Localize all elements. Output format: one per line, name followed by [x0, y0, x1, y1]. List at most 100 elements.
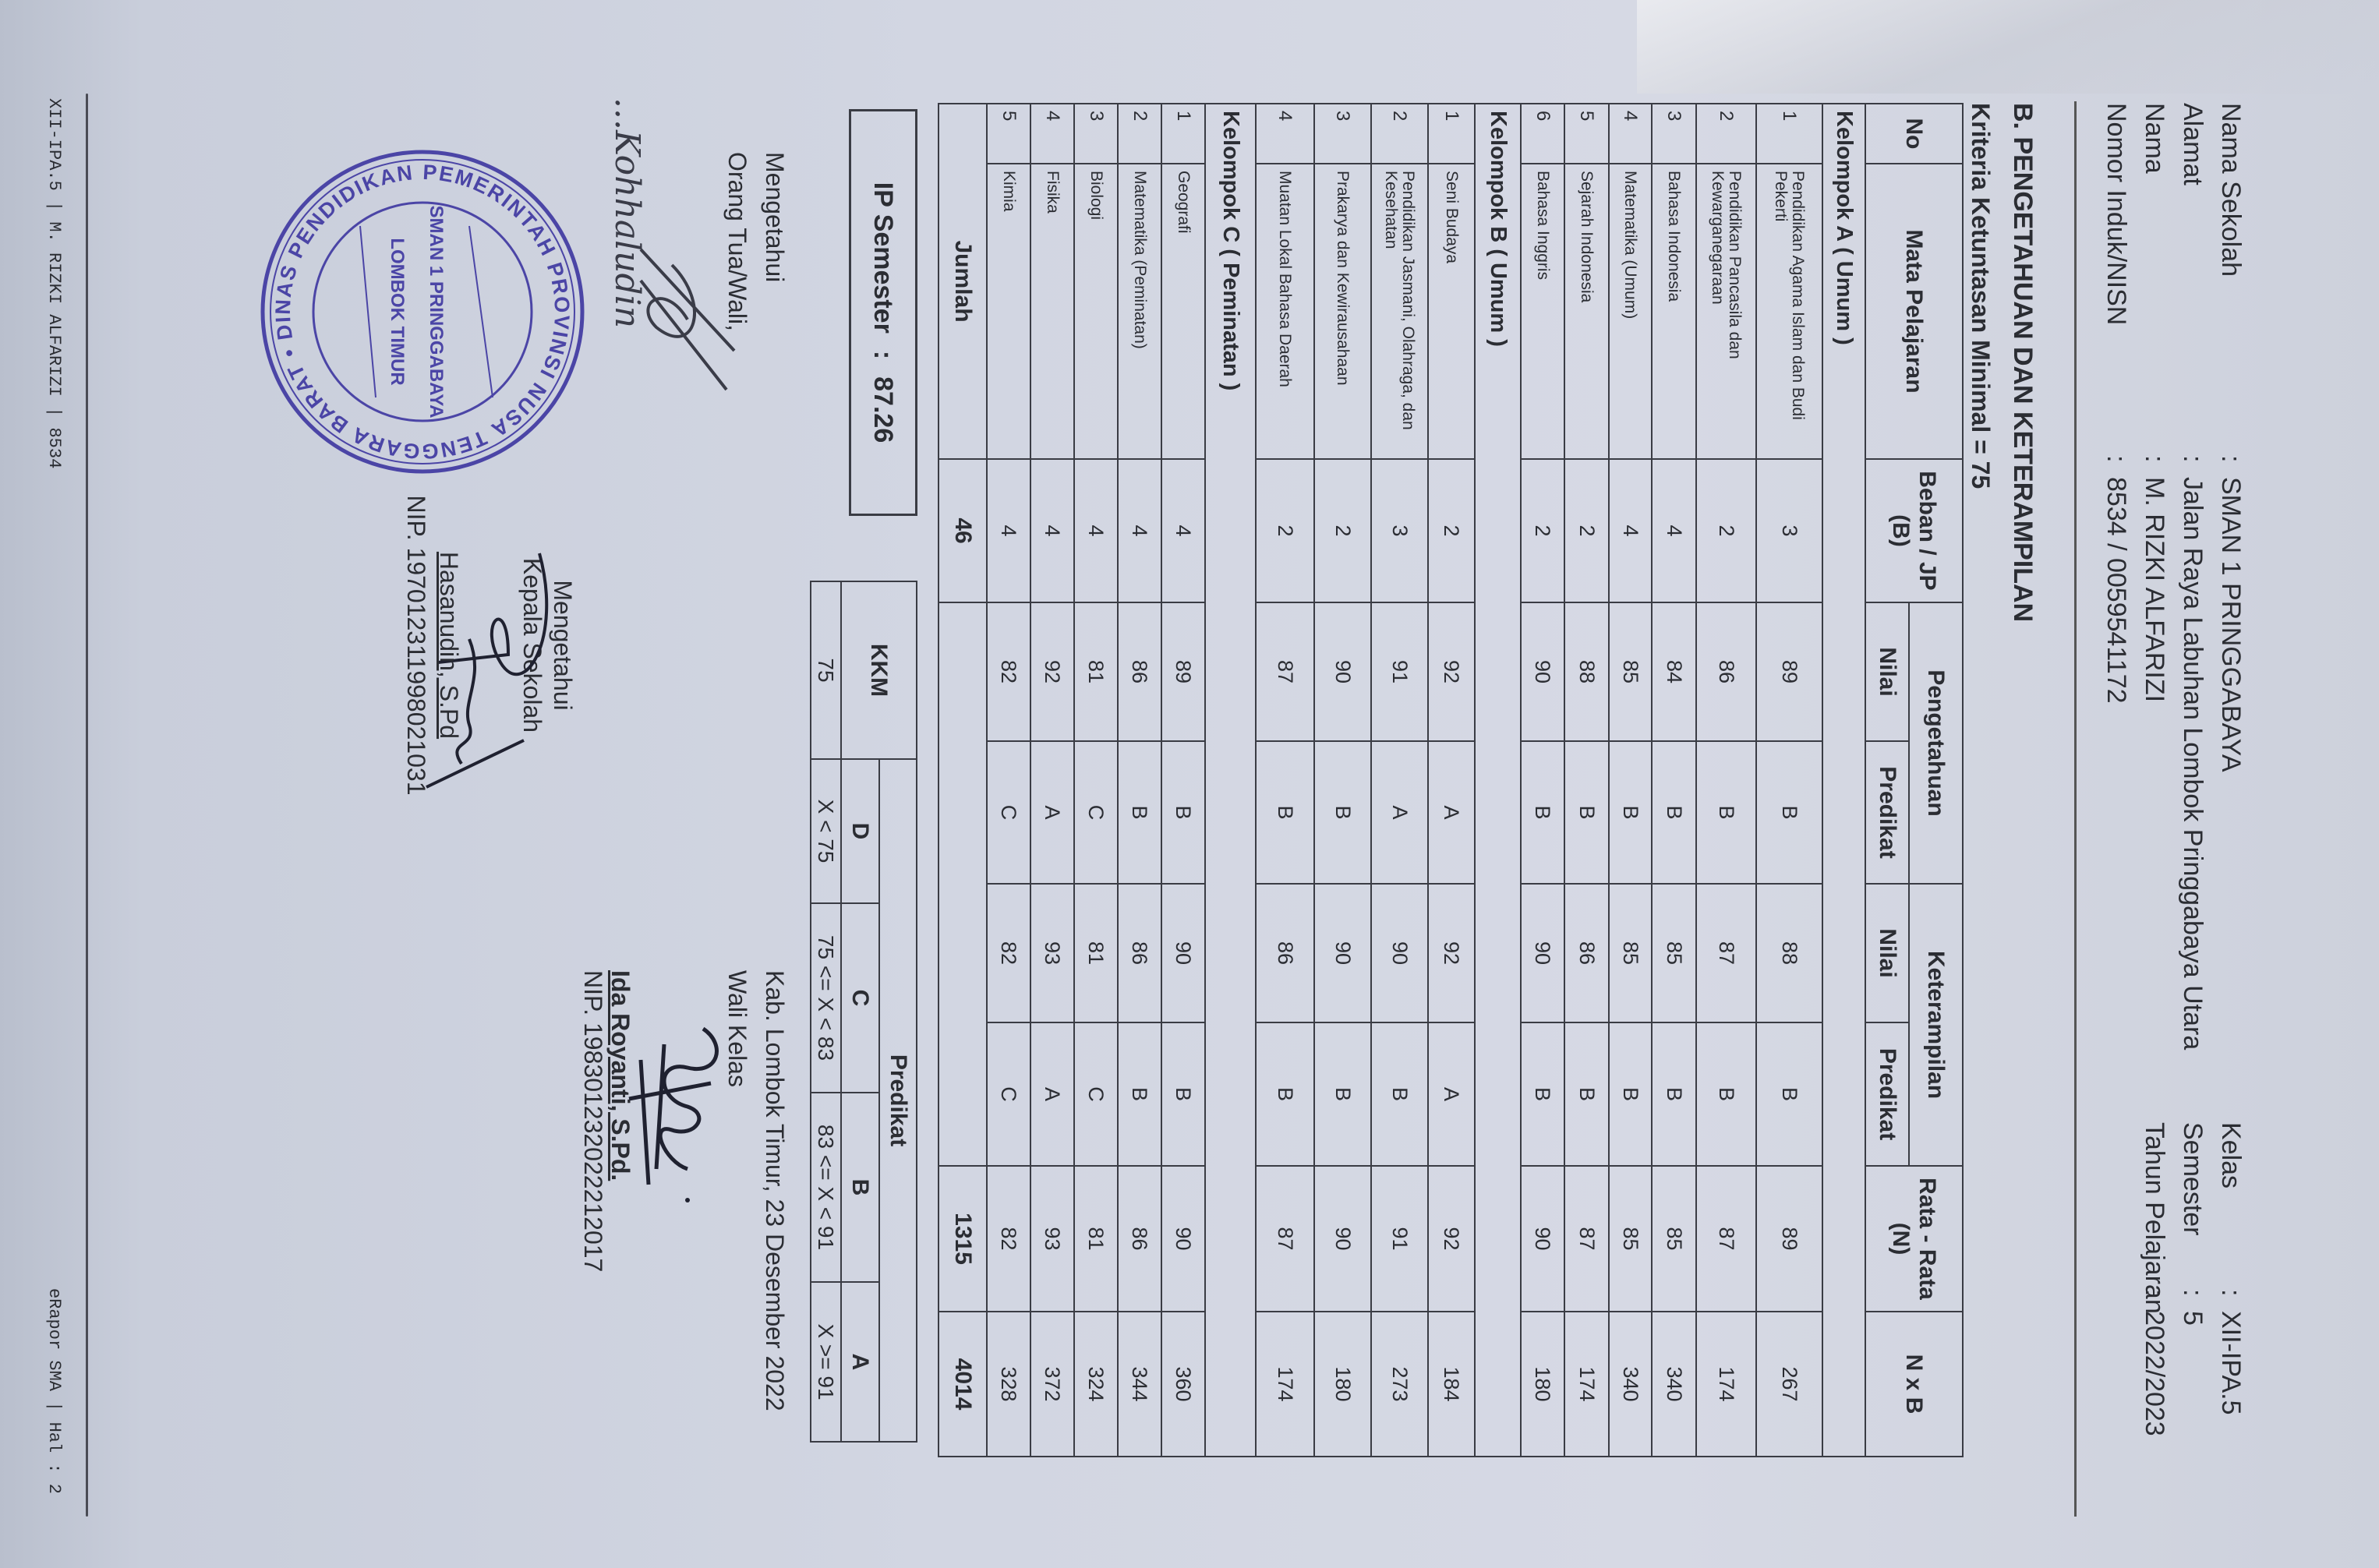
load-jp: 2 — [1256, 459, 1314, 602]
skills-value: 90 — [1521, 884, 1564, 1022]
average-value: 90 — [1314, 1166, 1371, 1312]
skills-predicate: B — [1314, 1022, 1371, 1167]
skills-predicate: B — [1564, 1022, 1609, 1167]
label-year: Tahun Pelajaran — [2140, 1122, 2169, 1314]
header-load: Beban / JP (B) — [1865, 459, 1963, 602]
value-nisn: 8534 / 0059541172 — [2102, 477, 2131, 704]
footer-right: eRapor SMA | Hal : 2 — [44, 1287, 64, 1494]
knowledge-value: 86 — [1696, 602, 1756, 741]
average-value: 87 — [1564, 1166, 1609, 1312]
skills-predicate: B — [1118, 1022, 1161, 1167]
parent-signature-icon — [639, 248, 736, 391]
header-knowledge-value: Nilai — [1865, 602, 1909, 741]
average-value: 89 — [1756, 1166, 1822, 1312]
load-jp: 2 — [1521, 459, 1564, 602]
knowledge-value: 92 — [1428, 602, 1475, 741]
average-value: 81 — [1074, 1166, 1118, 1312]
table-row: 5 Sejarah Indonesia 2 88 B 86 B 87 174 — [1564, 104, 1609, 1457]
header-skills: Keterampilan — [1909, 884, 1963, 1167]
subject-name: Seni Budaya — [1428, 164, 1475, 459]
row-number: 5 — [987, 104, 1030, 164]
skills-predicate: A — [1030, 1022, 1074, 1167]
load-jp: 4 — [1074, 459, 1118, 602]
row-number: 4 — [1609, 104, 1652, 164]
ip-semester-box: IP Semester : 87.26 — [849, 109, 917, 516]
colon: : — [2102, 455, 2131, 463]
grade-a: A — [841, 1282, 879, 1443]
knowledge-predicate: B — [1521, 741, 1564, 884]
nxb-value: 340 — [1652, 1312, 1696, 1457]
ip-semester-label: IP Semester — [868, 182, 899, 334]
knowledge-predicate: B — [1118, 741, 1161, 884]
predikat-label: Predikat — [879, 759, 917, 1443]
colon: : — [868, 350, 899, 360]
knowledge-value: 87 — [1256, 602, 1314, 741]
label-semester: Semester — [2178, 1122, 2208, 1236]
nxb-value: 184 — [1428, 1312, 1475, 1457]
subject-name: Pendidikan Pancasila dan Kewarganegaraan — [1696, 164, 1756, 459]
knowledge-predicate: B — [1161, 741, 1205, 884]
table-row: 3 Bahasa Indonesia 4 84 B 85 B 85 340 — [1652, 104, 1696, 1457]
range-c: 75 <= X < 83 — [811, 903, 841, 1093]
nxb-value: 340 — [1609, 1312, 1652, 1457]
value-year: 2022/2023 — [2140, 1311, 2169, 1436]
skills-predicate: B — [1609, 1022, 1652, 1167]
section-title: B. PENGETAHUAN DAN KETERAMPILAN — [2008, 103, 2038, 623]
knowledge-predicate: B — [1696, 741, 1756, 884]
knowledge-value: 81 — [1074, 602, 1118, 741]
average-value: 87 — [1696, 1166, 1756, 1312]
teacher-signature-icon — [628, 1026, 719, 1202]
knowledge-predicate: C — [987, 741, 1030, 884]
average-value: 86 — [1118, 1166, 1161, 1312]
row-number: 2 — [1118, 104, 1161, 164]
nxb-value: 328 — [987, 1312, 1030, 1457]
subject-name: Pendidikan Jasmani, Olahraga, dan Keseha… — [1371, 164, 1428, 459]
header-knowledge: Pengetahuan — [1909, 602, 1963, 884]
subject-name: Pendidikan Agama Islam dan Budi Pekerti — [1756, 164, 1822, 459]
knowledge-value: 82 — [987, 602, 1030, 741]
average-value: 90 — [1521, 1166, 1564, 1312]
row-number: 4 — [1256, 104, 1314, 164]
load-jp: 4 — [1652, 459, 1696, 602]
colon: : — [2140, 455, 2169, 463]
label-nisn: Nomor Induk/NISN — [2102, 103, 2131, 326]
subject-name: Matematika (Peminatan) — [1118, 164, 1161, 459]
nxb-value: 372 — [1030, 1312, 1074, 1457]
table-row: 5 Kimia 4 82 C 82 C 82 328 — [987, 104, 1030, 1457]
parent-name: ...Kohhaludin — [607, 97, 647, 329]
label-class: Kelas — [2216, 1122, 2246, 1189]
teacher-nip: NIP. 198301232022212017 — [579, 970, 607, 1273]
subject-name: Sejarah Indonesia — [1564, 164, 1609, 459]
table-row: 2 Pendidikan Jasmani, Olahraga, dan Keseh… — [1371, 104, 1428, 1457]
average-value: 92 — [1428, 1166, 1475, 1312]
value-name: M. RIZKI ALFARIZI — [2140, 477, 2169, 703]
skills-predicate: B — [1696, 1022, 1756, 1167]
skills-predicate: B — [1256, 1022, 1314, 1167]
skills-value: 93 — [1030, 884, 1074, 1022]
skills-value: 88 — [1756, 884, 1822, 1022]
subject-name: Bahasa Indonesia — [1652, 164, 1696, 459]
subject-name: Biologi — [1074, 164, 1118, 459]
parent-acknowledge: Mengetahui — [761, 152, 789, 283]
knowledge-predicate: A — [1030, 741, 1074, 884]
skills-value: 86 — [1256, 884, 1314, 1022]
subject-name: Bahasa Inggris — [1521, 164, 1564, 459]
load-jp: 4 — [1118, 459, 1161, 602]
footer-divider — [86, 94, 88, 1517]
place-date: Kab. Lombok Timur, 23 Desember 2022 — [761, 970, 789, 1411]
table-row: 1 Geografi 4 89 B 90 B 90 360 — [1161, 104, 1205, 1457]
knowledge-predicate: A — [1428, 741, 1475, 884]
nxb-value: 273 — [1371, 1312, 1428, 1457]
load-jp: 2 — [1428, 459, 1475, 602]
knowledge-predicate: C — [1074, 741, 1118, 884]
skills-predicate: C — [1074, 1022, 1118, 1167]
label-school: Nama Sekolah — [2216, 103, 2246, 277]
table-row: 4 Muatan Lokal Bahasa Daerah 2 87 B 86 B 87 174 — [1256, 104, 1314, 1457]
row-number: 1 — [1161, 104, 1205, 164]
colon: : — [2178, 1289, 2208, 1297]
grade-d: D — [841, 759, 879, 903]
skills-value: 92 — [1428, 884, 1475, 1022]
kkm-note: Kriteria Ketuntasan Minimal = 75 — [1967, 103, 1995, 489]
nxb-value: 180 — [1521, 1312, 1564, 1457]
knowledge-predicate: B — [1314, 741, 1371, 884]
